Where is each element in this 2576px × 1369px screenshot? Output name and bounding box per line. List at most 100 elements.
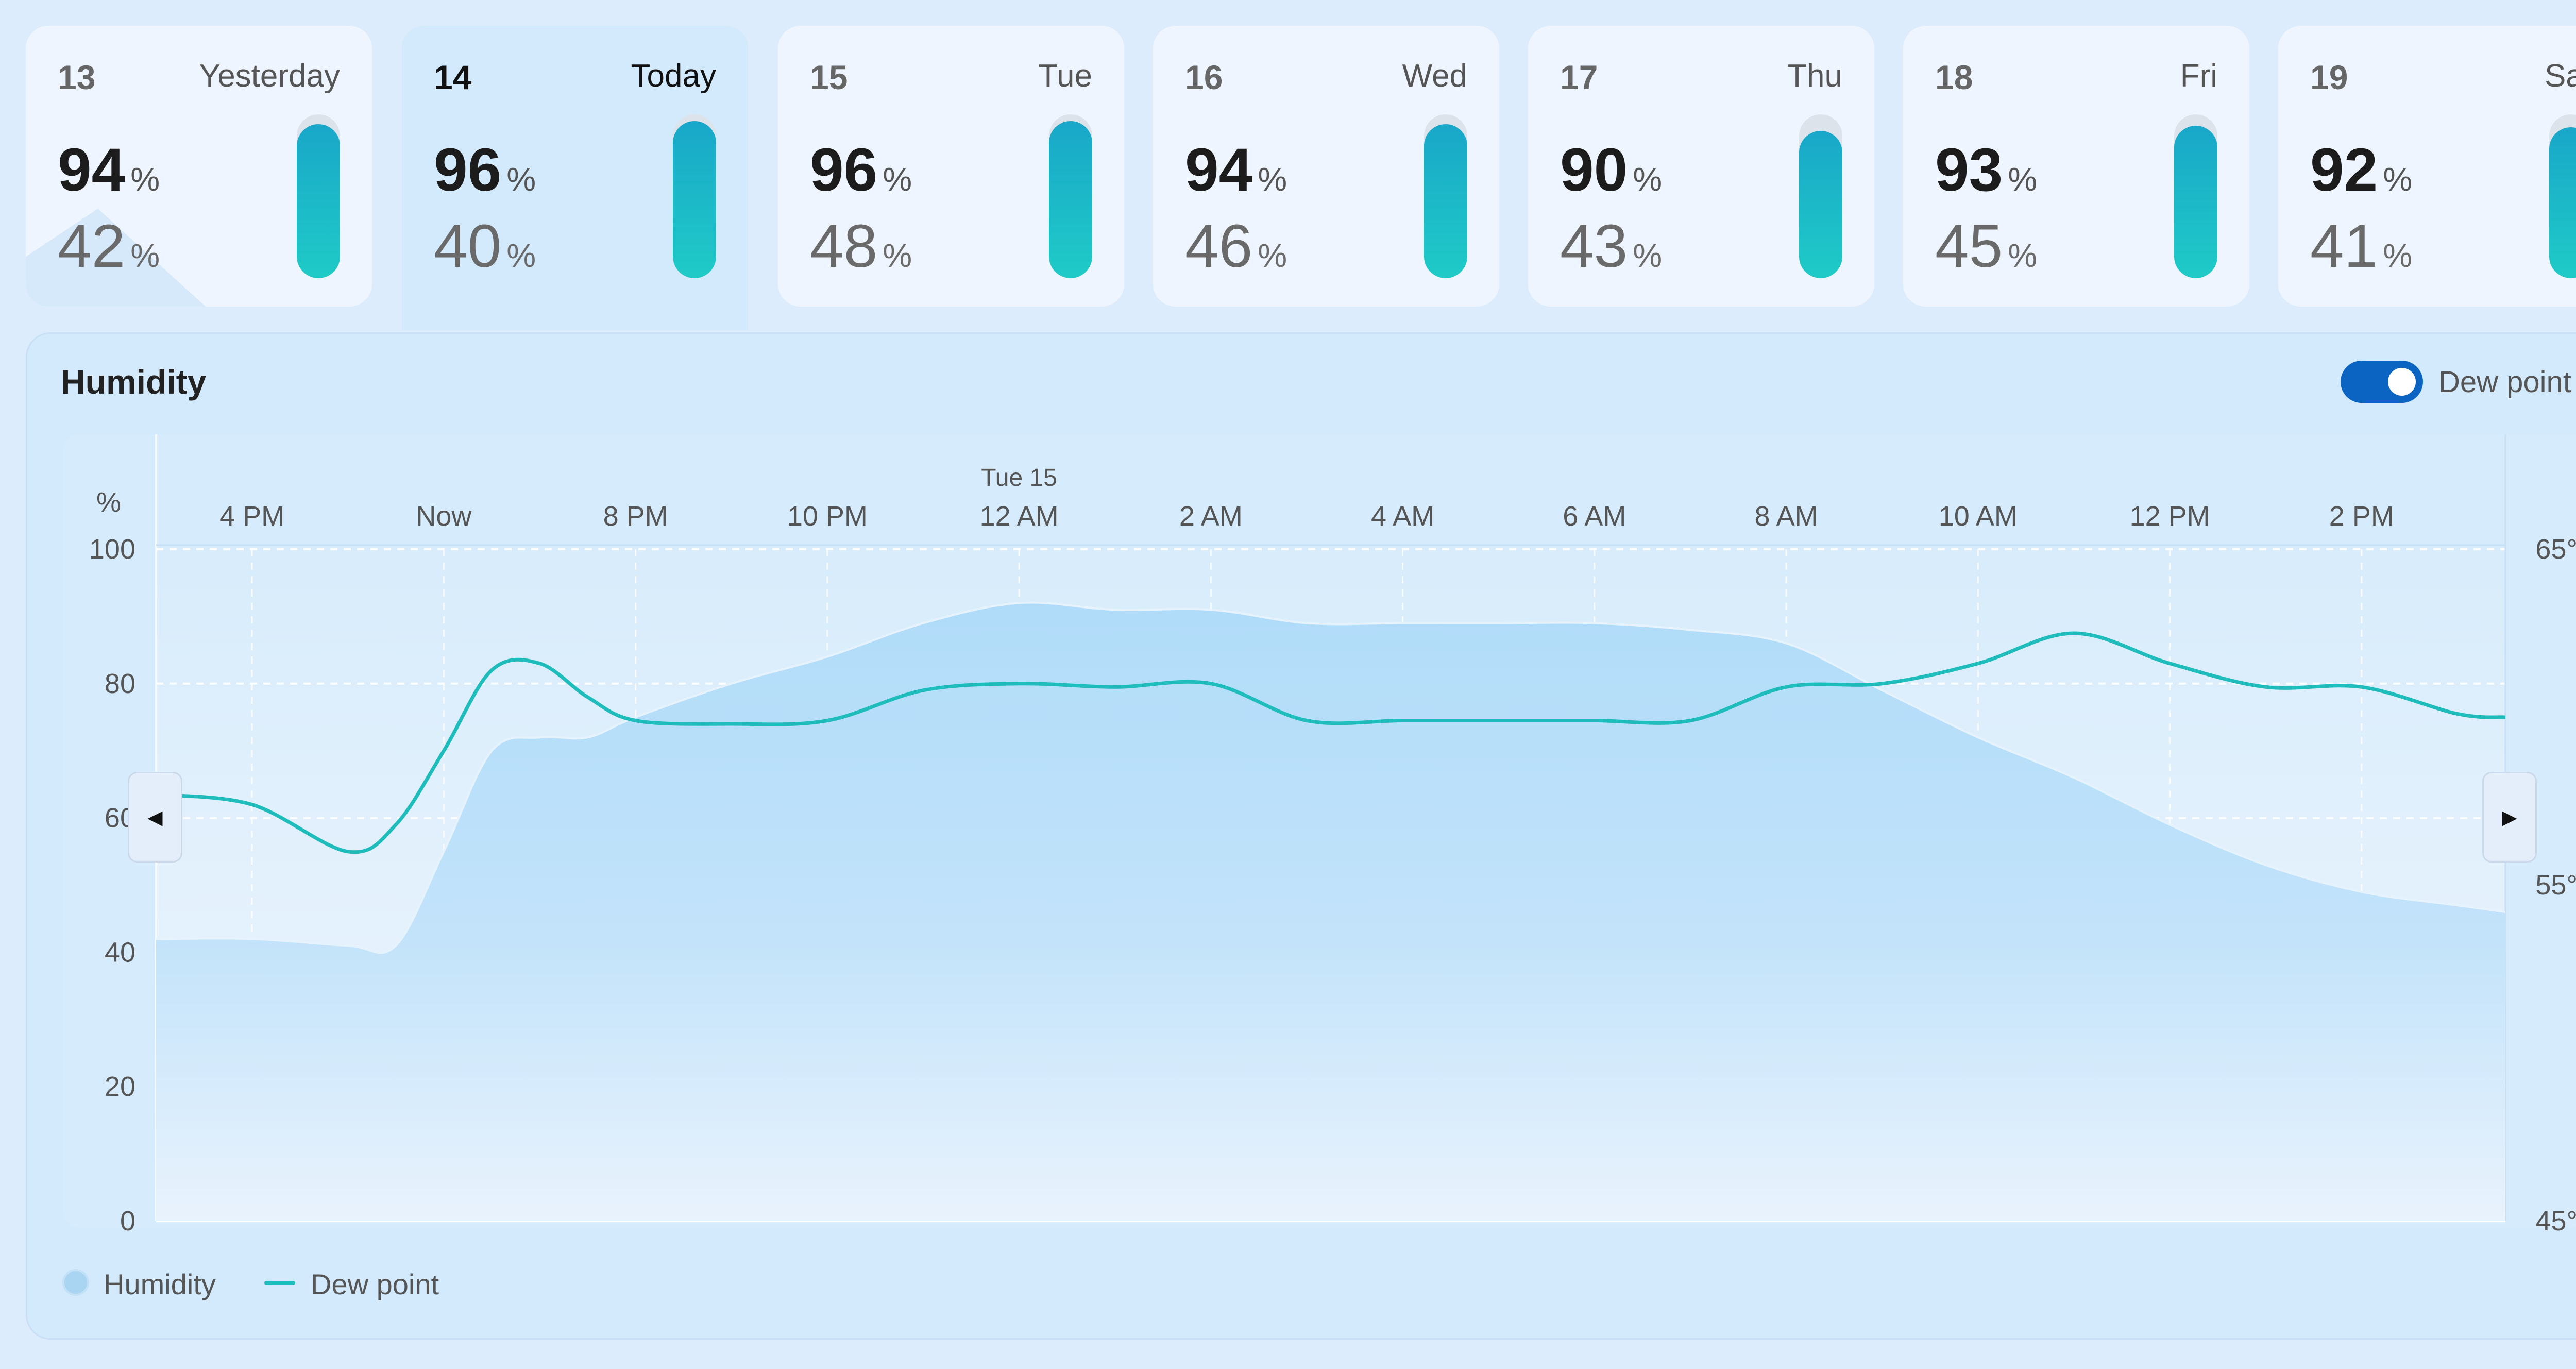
humidity-high: 93% [1935, 135, 2037, 205]
day-card-sat[interactable]: 19Sat92%41% [2278, 26, 2576, 307]
legend-humidity-label: Humidity [104, 1268, 216, 1300]
x-tick-label: 2 AM [1179, 501, 1243, 532]
humidity-area-edge [156, 601, 2506, 954]
chart-scroll-right-button[interactable]: ▶ [2482, 772, 2537, 863]
percent-unit: % [883, 161, 912, 198]
humidity-low-value: 42 [58, 212, 126, 280]
dew-point-line [156, 631, 2506, 854]
humidity-low-value: 40 [434, 212, 502, 280]
card-decoration [26, 209, 206, 307]
day-card-fri[interactable]: 18 Fri 93% 45% [1903, 26, 2249, 307]
percent-unit: % [130, 237, 160, 274]
day-card-wed[interactable]: 16 Wed 94% 46% [1153, 26, 1499, 307]
humidity-bar-track [1799, 114, 1842, 278]
x-tick-label: 6 AM [1563, 501, 1626, 532]
humidity-low: 43% [1560, 211, 1662, 281]
day-name: Yesterday [199, 58, 340, 94]
percent-unit: % [2008, 161, 2038, 198]
day-name: Fri [2180, 58, 2217, 94]
y-left-tick-label: 0 [120, 1206, 135, 1237]
percent-unit: % [1633, 237, 1663, 274]
x-day-label: Tue 15 [981, 464, 1057, 492]
percent-unit: % [506, 237, 536, 274]
x-tick-label: 12 AM [980, 501, 1059, 532]
x-tick-label: 10 AM [1939, 501, 2018, 532]
humidity-high-value: 93 [1935, 136, 2003, 204]
y-left-tick-label: 100 [89, 534, 135, 565]
y-left-tick-label: 20 [105, 1071, 135, 1102]
humidity-high: 96% [810, 135, 912, 205]
toggle-knob [2388, 368, 2416, 396]
humidity-low: 45% [1935, 211, 2037, 281]
percent-unit: % [130, 161, 160, 198]
legend-dew-point-label: Dew point [311, 1268, 439, 1300]
humidity-bar-fill [297, 124, 340, 278]
x-tick-label: 4 PM [219, 501, 284, 532]
y-right-tick-label: 45° [2535, 1206, 2576, 1237]
x-tick-label: 12 PM [2130, 501, 2210, 532]
humidity-high-value: 94 [1185, 136, 1253, 204]
humidity-bar-track [297, 114, 340, 278]
percent-unit: % [883, 237, 912, 274]
humidity-bar-track [673, 114, 716, 278]
day-date: 19 [2310, 58, 2348, 96]
humidity-bar-track [2549, 114, 2576, 278]
percent-unit: % [2008, 237, 2038, 274]
x-tick-label: 4 AM [1371, 501, 1434, 532]
percent-unit: % [506, 161, 536, 198]
dew-point-legend-swatch [264, 1281, 295, 1285]
percent-unit: % [2383, 237, 2413, 274]
humidity-bar-track [1049, 114, 1092, 278]
humidity-low: 48% [810, 211, 912, 281]
day-name: Sat [2544, 58, 2576, 94]
humidity-low: 41% [2310, 211, 2412, 281]
day-date: 13 [58, 58, 96, 96]
humidity-high: 92% [2310, 135, 2412, 205]
day-card-yesterday[interactable]: 13 Yesterday 94% 42% [26, 26, 372, 307]
humidity-bar-fill [1424, 124, 1467, 278]
humidity-low-value: 45 [1935, 212, 2003, 280]
humidity-low-value: 41 [2310, 212, 2378, 280]
chevron-right-icon: ▶ [2502, 806, 2517, 829]
humidity-low: 42% [58, 211, 160, 281]
humidity-low: 46% [1185, 211, 1287, 281]
percent-unit: % [2383, 161, 2413, 198]
percent-unit: % [1633, 161, 1663, 198]
x-tick-label: 2 PM [2329, 501, 2394, 532]
percent-unit: % [1258, 237, 1287, 274]
x-tick-label: Now [416, 501, 472, 532]
day-date: 14 [434, 58, 472, 96]
humidity-panel: Humidity Dew point 100 80 60 40 20 0% 65° 55° 45… [26, 332, 2576, 1340]
y-left-tick-label: 80 [105, 668, 135, 699]
humidity-low: 40% [434, 211, 536, 281]
day-date: 18 [1935, 58, 1973, 96]
y-left-unit-label: % [96, 487, 121, 518]
humidity-low-value: 43 [1560, 212, 1628, 280]
percent-unit: % [1258, 161, 1287, 198]
day-card-thu[interactable]: 17 Thu 90% 43% [1528, 26, 1874, 307]
x-tick-label: 10 PM [787, 501, 868, 532]
humidity-high: 96% [434, 135, 536, 205]
humidity-bar-fill [2549, 127, 2576, 278]
humidity-low-value: 48 [810, 212, 878, 280]
humidity-high: 94% [58, 135, 160, 205]
dew-point-toggle[interactable] [2341, 361, 2423, 403]
y-left-tick-label: 40 [105, 937, 135, 968]
humidity-bar-fill [2174, 126, 2217, 278]
humidity-high-value: 94 [58, 136, 126, 204]
day-name: Today [631, 58, 716, 94]
humidity-low-value: 46 [1185, 212, 1253, 280]
day-card-today[interactable]: 14 Today 96% 40% [402, 26, 748, 330]
y-right-tick-label: 55° [2535, 870, 2576, 901]
day-name: Tue [1038, 58, 1092, 94]
dew-point-toggle-label: Dew point [2438, 365, 2571, 399]
panel-title: Humidity [61, 363, 207, 401]
humidity-high-value: 90 [1560, 136, 1628, 204]
day-card-tue[interactable]: 15 Tue 96% 48% [778, 26, 1124, 307]
day-date: 17 [1560, 58, 1598, 96]
humidity-bar-fill [1049, 121, 1092, 278]
humidity-bar-fill [673, 121, 716, 278]
chevron-left-icon: ◀ [147, 806, 163, 829]
chart-scroll-left-button[interactable]: ◀ [128, 772, 182, 863]
